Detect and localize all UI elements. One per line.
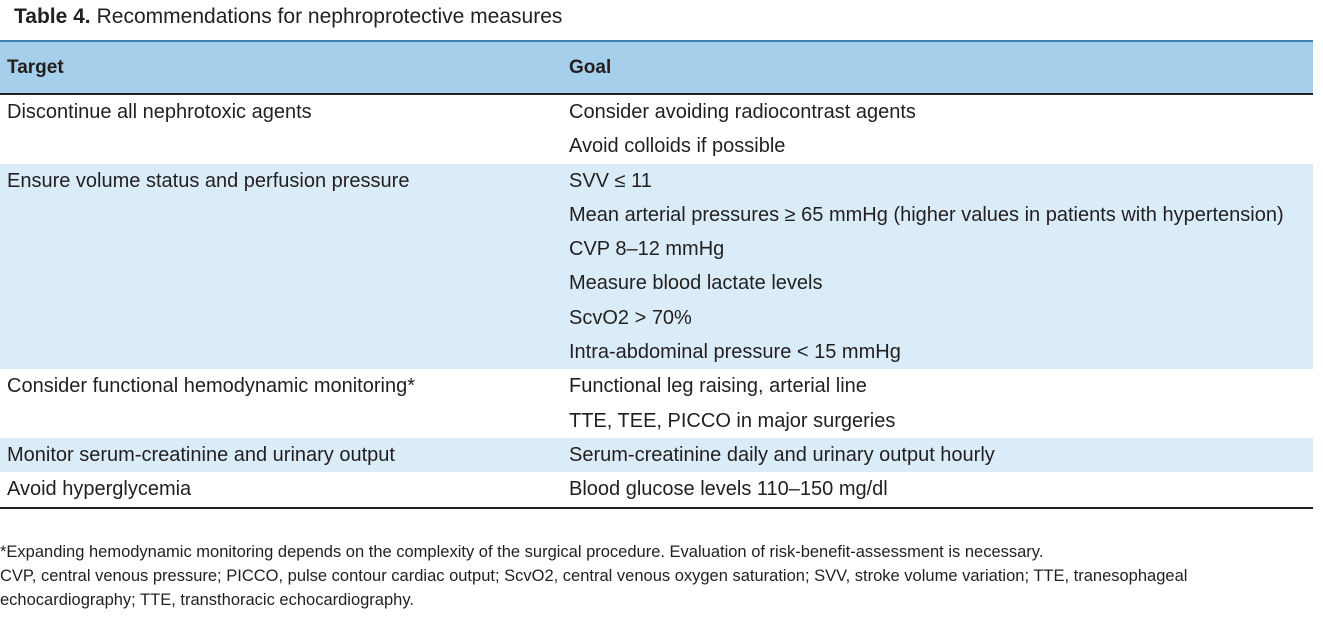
table-footnotes: *Expanding hemodynamic monitoring depend…: [0, 540, 1313, 612]
row-line: Intra-abdominal pressure < 15 mmHg: [0, 335, 1313, 369]
target-cell: Discontinue all nephrotoxic agents: [7, 101, 312, 123]
target-cell: Monitor serum-creatinine and urinary out…: [7, 443, 395, 466]
goal-cell: TTE, TEE, PICCO in major surgeries: [569, 409, 896, 432]
goal-cell: Intra-abdominal pressure < 15 mmHg: [569, 341, 901, 364]
goal-cell: Blood glucose levels 110–150 mg/dl: [569, 478, 888, 501]
table-row: Monitor serum-creatinine and urinary out…: [0, 437, 1313, 473]
table-title: Recommendations for nephroprotective mea…: [96, 5, 563, 28]
table-row: Consider functional hemodynamic monitori…: [0, 369, 1313, 438]
footnote-line: CVP, central venous pressure; PICCO, pul…: [0, 567, 1188, 585]
row-line: Measure blood lactate levels: [0, 266, 1313, 300]
recommendations-table: Target Goal Discontinue all nephrotoxic …: [0, 40, 1313, 509]
row-line: Monitor serum-creatinine and urinary out…: [0, 438, 1313, 472]
goal-cell: Functional leg raising, arterial line: [569, 375, 867, 398]
target-cell: Consider functional hemodynamic monitori…: [7, 375, 415, 398]
table-caption: Table 4. Recommendations for nephroprotec…: [14, 5, 562, 29]
table-body: Discontinue all nephrotoxic agents Consid…: [0, 95, 1313, 507]
goal-cell: ScvO2 > 70%: [569, 306, 692, 329]
table-row: Avoid hyperglycemia Blood glucose levels …: [0, 472, 1313, 506]
footnote-line: echocardiography; TTE, transthoracic ech…: [0, 591, 414, 609]
table-header-row: Target Goal: [0, 40, 1313, 95]
table-label: Table 4.: [14, 5, 91, 28]
row-line: Ensure volume status and perfusion press…: [0, 164, 1313, 198]
row-line: CVP 8–12 mmHg: [0, 232, 1313, 266]
footnote-line: *Expanding hemodynamic monitoring depend…: [0, 543, 1044, 561]
row-line: Mean arterial pressures ≥ 65 mmHg (highe…: [0, 198, 1313, 232]
row-line: Discontinue all nephrotoxic agents Consid…: [0, 95, 1313, 129]
goal-cell: Avoid colloids if possible: [569, 135, 786, 158]
goal-cell: CVP 8–12 mmHg: [569, 238, 725, 261]
table-row: Discontinue all nephrotoxic agents Consid…: [0, 95, 1313, 164]
row-line: Consider functional hemodynamic monitori…: [0, 369, 1313, 403]
header-goal: Goal: [569, 57, 612, 78]
row-line: Avoid colloids if possible: [0, 129, 1313, 163]
table-row: Ensure volume status and perfusion press…: [0, 163, 1313, 370]
goal-cell: SVV ≤ 11: [569, 169, 652, 192]
goal-cell: Mean arterial pressures ≥ 65 mmHg (highe…: [569, 203, 1284, 226]
row-line: ScvO2 > 70%: [0, 301, 1313, 335]
goal-cell: Serum-creatinine daily and urinary outpu…: [569, 443, 995, 466]
row-line: Avoid hyperglycemia Blood glucose levels …: [0, 472, 1313, 506]
goal-cell: Measure blood lactate levels: [569, 272, 823, 295]
target-cell: Avoid hyperglycemia: [7, 478, 192, 501]
target-cell: Ensure volume status and perfusion press…: [7, 169, 410, 192]
row-line: TTE, TEE, PICCO in major surgeries: [0, 404, 1313, 438]
header-target: Target: [7, 57, 64, 78]
goal-cell: Consider avoiding radiocontrast agents: [569, 101, 916, 123]
table-bottom-rule: [0, 506, 1313, 509]
